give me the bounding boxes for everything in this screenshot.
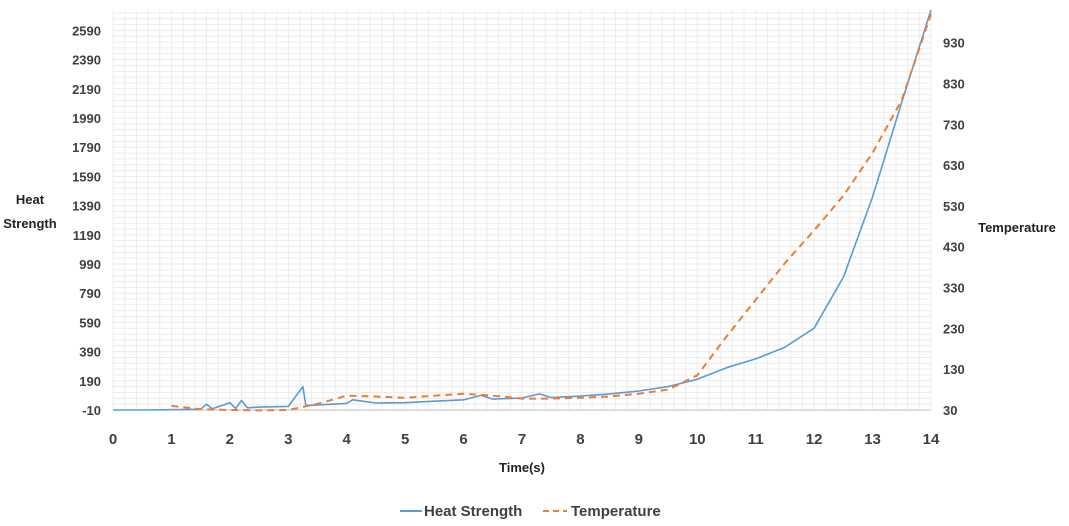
x-axis-tick-label: 9	[635, 431, 643, 448]
right-axis-tick-label: 30	[943, 403, 957, 418]
left-axis-tick-label: 2390	[72, 53, 101, 68]
right-axis-tick-label: 530	[943, 199, 965, 214]
left-axis-title-line2: Strength	[3, 216, 57, 231]
left-axis-tick-label: 1590	[72, 169, 101, 184]
series-layer	[113, 9, 932, 412]
right-axis-tick-label: 730	[943, 117, 965, 132]
left-axis-tick-label: 2190	[72, 82, 101, 97]
left-axis-tick-label: 990	[79, 257, 101, 272]
right-axis-tick-label: 930	[943, 36, 965, 51]
right-axis-ticks: 30 130 230 330 430 530 630 730 830 930	[943, 36, 965, 418]
x-axis-tick-label: 10	[689, 431, 706, 448]
x-axis-title: Time(s)	[499, 460, 545, 475]
x-axis-tick-label: 8	[576, 431, 584, 448]
left-axis-tick-label: 1190	[73, 228, 101, 243]
x-axis-tick-label: 0	[109, 431, 117, 448]
right-axis-title: Temperature	[978, 220, 1056, 235]
x-axis-tick-label: 7	[518, 431, 526, 448]
legend: Heat Strength Temperature	[400, 503, 661, 520]
x-axis-tick-label: 4	[343, 431, 352, 448]
x-axis-tick-label: 14	[923, 431, 940, 448]
x-axis-tick-label: 5	[401, 431, 409, 448]
legend-label-temperature: Temperature	[571, 503, 661, 520]
left-axis-tick-label: 1790	[72, 140, 101, 155]
left-axis-tick-label: 2590	[72, 23, 101, 38]
x-axis-tick-label: 13	[864, 431, 881, 448]
series-line-temperature	[171, 13, 932, 412]
left-axis-ticks: -10 190 390 590 790 990 1190 1390 1590 1790 1990 21…	[72, 23, 101, 418]
legend-label-heat-strength: Heat Strength	[424, 503, 522, 520]
x-axis-tick-label: 3	[284, 431, 292, 448]
right-axis-tick-label: 830	[943, 76, 965, 91]
grid-layer	[112, 10, 932, 411]
right-axis-tick-label: 430	[943, 240, 965, 255]
x-axis-tick-label: 1	[167, 431, 175, 448]
left-axis-tick-label: 1990	[72, 111, 101, 126]
right-axis-tick-label: 230	[943, 321, 965, 336]
right-axis-tick-label: 630	[943, 158, 965, 173]
x-axis-tick-label: 11	[748, 431, 764, 448]
x-axis-tick-label: 6	[459, 431, 467, 448]
left-axis-tick-label: 790	[79, 286, 101, 301]
left-axis-tick-label: 590	[79, 315, 101, 330]
left-axis-tick-label: 190	[79, 374, 101, 389]
x-axis-ticks: 0 1 2 3 4 5 6 7 8 9 10 11 12 13 14	[109, 431, 940, 448]
left-axis-tick-label: 1390	[72, 199, 101, 214]
right-axis-tick-label: 130	[943, 362, 965, 377]
left-axis-tick-label: -10	[82, 403, 101, 418]
x-axis-tick-label: 12	[806, 431, 823, 448]
left-axis-tick-label: 390	[79, 345, 101, 360]
x-axis-tick-label: 2	[226, 431, 234, 448]
series-line-heat-strength	[113, 9, 932, 411]
left-axis-title-line1: Heat	[16, 192, 45, 207]
right-axis-tick-label: 330	[943, 281, 965, 296]
